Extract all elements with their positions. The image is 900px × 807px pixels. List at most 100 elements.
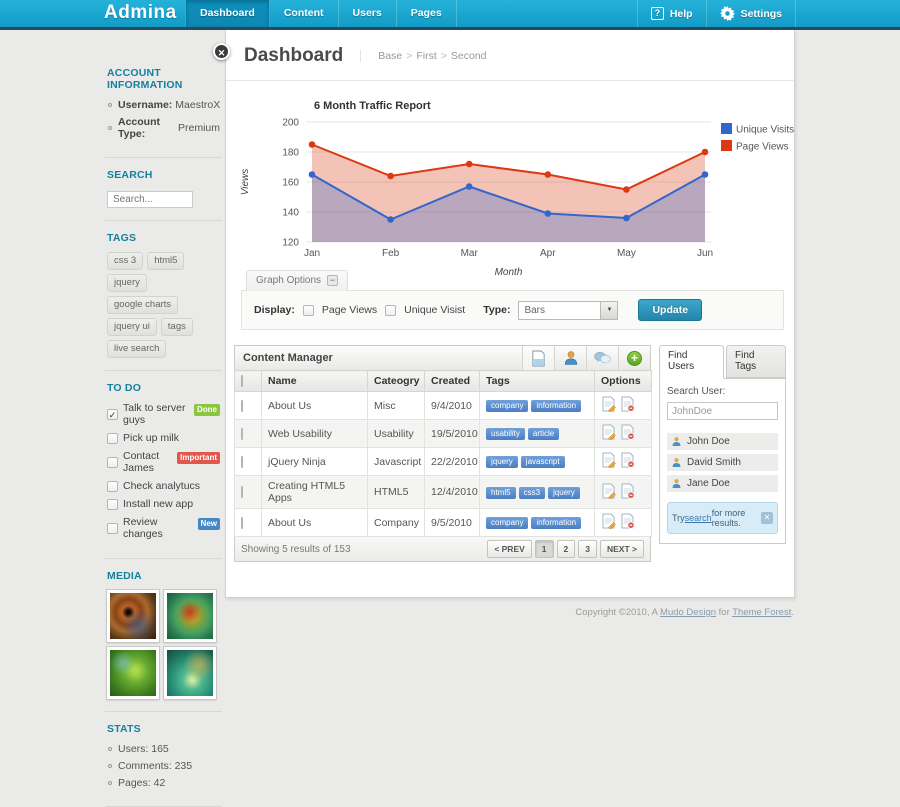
row-tag[interactable]: company — [486, 400, 529, 412]
row-tag[interactable]: company — [486, 517, 529, 529]
prev-page-button[interactable]: < PREV — [487, 540, 532, 558]
add-item-button[interactable]: + — [618, 346, 650, 370]
row-tag[interactable]: usability — [486, 428, 525, 440]
graph-type-select[interactable]: Bars ▼ — [518, 300, 619, 320]
list-item-user[interactable]: Jane Doe — [667, 475, 778, 492]
todo-checkbox[interactable] — [107, 480, 118, 492]
row-checkbox[interactable] — [241, 486, 243, 498]
todo-item: Install new app — [107, 498, 220, 510]
tag-jquery[interactable]: jquery — [107, 274, 147, 292]
theme-forest-link[interactable]: Theme Forest — [732, 607, 792, 618]
row-checkbox[interactable] — [241, 399, 243, 412]
graph-type-value: Bars — [524, 304, 546, 316]
user-icon — [671, 478, 682, 489]
next-page-button[interactable]: NEXT > — [600, 540, 644, 558]
media-thumbnail[interactable] — [163, 589, 217, 643]
row-checkbox[interactable] — [241, 516, 243, 529]
tab-find-users[interactable]: Find Users — [659, 345, 725, 379]
user-search-input[interactable] — [667, 402, 778, 420]
media-thumbnail[interactable] — [163, 646, 217, 700]
tag-google-charts[interactable]: google charts — [107, 296, 179, 314]
media-thumbnail[interactable] — [106, 589, 160, 643]
breadcrumb-second[interactable]: Second — [450, 50, 487, 62]
delete-icon[interactable] — [620, 396, 635, 415]
documents-tool-button[interactable] — [522, 346, 554, 370]
edit-icon[interactable] — [601, 452, 616, 471]
row-checkbox[interactable] — [241, 427, 243, 440]
mudo-design-link[interactable]: Mudo Design — [660, 607, 717, 618]
svg-text:Apr: Apr — [540, 248, 556, 259]
tab-find-tags[interactable]: Find Tags — [726, 345, 786, 378]
tag-live-search[interactable]: live search — [107, 340, 167, 358]
stat-users: Users: 165 — [108, 743, 220, 755]
delete-icon[interactable] — [620, 483, 635, 502]
row-tag[interactable]: information — [531, 400, 582, 412]
media-thumbnail[interactable] — [106, 646, 160, 700]
breadcrumb-base[interactable]: Base — [378, 50, 403, 62]
select-all-checkbox[interactable] — [241, 375, 243, 387]
tag-css3[interactable]: css 3 — [107, 252, 144, 270]
tag-jquery-ui[interactable]: jquery ui — [107, 318, 157, 336]
page-title: Dashboard — [244, 45, 344, 66]
account-type-value: Premium — [177, 122, 220, 134]
edit-icon[interactable] — [601, 513, 616, 532]
edit-icon[interactable] — [601, 483, 616, 502]
nav-tab-users[interactable]: Users — [339, 0, 397, 27]
list-item-user[interactable]: John Doe — [667, 433, 778, 450]
tag-tags[interactable]: tags — [160, 318, 193, 336]
nav-tab-content[interactable]: Content — [270, 0, 339, 27]
close-icon[interactable]: ✕ — [761, 512, 773, 524]
svg-text:Views: Views — [240, 169, 251, 196]
svg-text:Mar: Mar — [461, 248, 479, 259]
row-tag[interactable]: javascript — [520, 456, 565, 468]
graph-options-tab[interactable]: Graph Options − — [246, 270, 349, 291]
svg-text:Month: Month — [495, 267, 523, 278]
delete-icon[interactable] — [620, 424, 635, 443]
unique-visits-checkbox[interactable] — [385, 304, 397, 316]
row-tag[interactable]: jquery — [548, 486, 580, 499]
page-views-checkbox[interactable] — [302, 304, 314, 316]
todo-checkbox[interactable] — [107, 522, 118, 534]
delete-icon[interactable] — [620, 513, 635, 532]
breadcrumb-separator: > — [440, 50, 447, 62]
row-tag[interactable]: jquery — [486, 456, 518, 468]
page-2-button[interactable]: 2 — [556, 540, 576, 558]
nav-tab-dashboard[interactable]: Dashboard — [185, 0, 270, 27]
nav-tab-pages[interactable]: Pages — [397, 0, 457, 27]
tag-cloud: css 3 html5 jquery google charts jquery … — [107, 252, 220, 358]
cell-category: HTML5 — [367, 475, 425, 509]
settings-button[interactable]: Settings — [705, 0, 796, 27]
comments-tool-button[interactable] — [586, 346, 618, 370]
account-username: Username: MaestroX — [108, 99, 220, 111]
row-tag[interactable]: information — [531, 517, 582, 529]
todo-checkbox-checked[interactable]: ✓ — [107, 408, 118, 420]
todo-checkbox[interactable] — [107, 432, 118, 444]
update-button[interactable]: Update — [638, 299, 703, 321]
help-button[interactable]: ? Help — [636, 0, 706, 27]
todo-checkbox[interactable] — [107, 456, 118, 468]
row-tag[interactable]: article — [527, 428, 560, 440]
delete-icon[interactable] — [620, 452, 635, 471]
top-nav: Admina Dashboard Content Users Pages ? H… — [0, 0, 900, 30]
edit-icon[interactable] — [601, 396, 616, 415]
edit-icon[interactable] — [601, 424, 616, 443]
search-more-link[interactable]: search — [684, 513, 712, 523]
table-row: Web Usability Usability 19/5/2010 usabil… — [234, 419, 652, 448]
close-icon[interactable]: ✕ — [213, 43, 230, 60]
tag-html5[interactable]: html5 — [147, 252, 185, 270]
page-1-button[interactable]: 1 — [534, 540, 554, 558]
help-icon: ? — [650, 7, 664, 20]
app-logo[interactable]: Admina — [104, 2, 177, 23]
breadcrumb-first[interactable]: First — [416, 50, 437, 62]
todo-checkbox[interactable] — [107, 498, 118, 510]
row-tag[interactable]: css3 — [518, 486, 546, 499]
page-3-button[interactable]: 3 — [578, 540, 597, 558]
account-section: ACCOUNT INFORMATION Username: MaestroX A… — [105, 30, 222, 158]
content-row: Content Manager + — [234, 345, 786, 562]
users-tool-button[interactable] — [554, 346, 586, 370]
search-input[interactable] — [107, 191, 193, 208]
cell-name: Web Usability — [261, 419, 368, 448]
row-checkbox[interactable] — [241, 455, 243, 468]
row-tag[interactable]: html5 — [486, 486, 516, 499]
list-item-user[interactable]: David Smith — [667, 454, 778, 471]
